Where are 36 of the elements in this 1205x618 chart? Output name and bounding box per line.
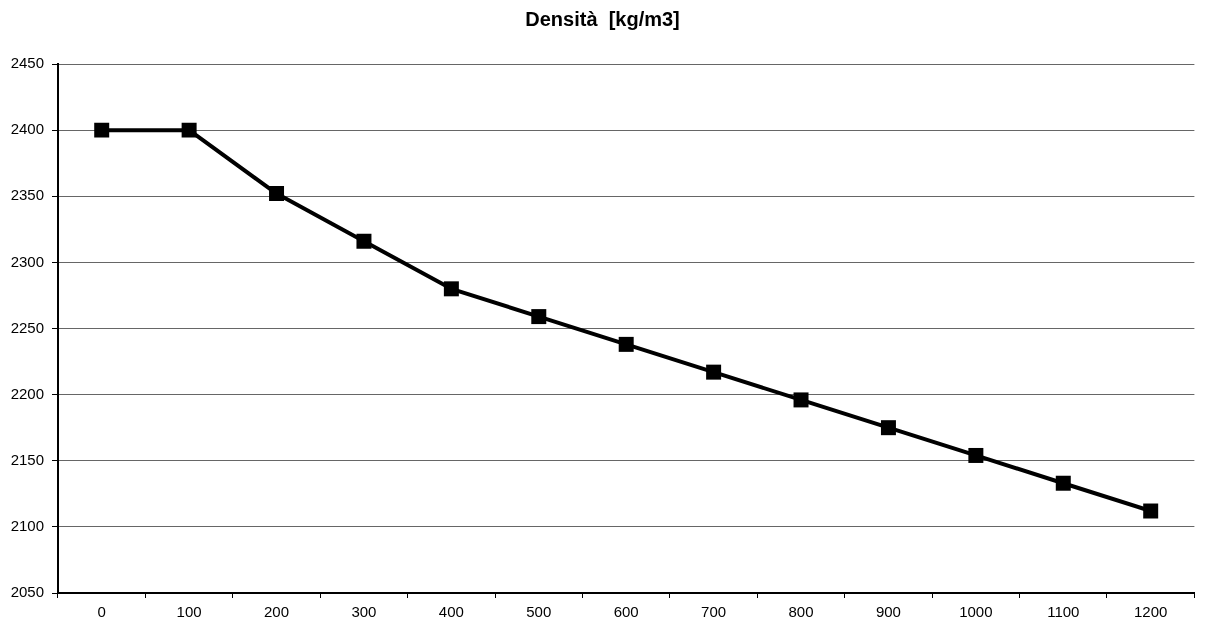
x-tick-label: 1000 [959, 603, 993, 618]
point [443, 281, 459, 297]
point [94, 122, 110, 138]
y-tick-label: 2400 [10, 120, 44, 138]
y-tick-label: 2050 [10, 583, 44, 601]
point [356, 233, 372, 249]
y-tick-label: 2150 [10, 450, 44, 468]
y-tick-label: 2100 [10, 517, 44, 535]
y-tick-label: 2450 [10, 54, 44, 72]
x-tick-label: 700 [701, 603, 727, 618]
point [793, 392, 809, 408]
point [968, 447, 984, 463]
x-tick-label: 1200 [1134, 603, 1168, 618]
y-tick-label: 2200 [10, 384, 44, 402]
x-tick-label: 0 [97, 603, 106, 618]
point [1055, 475, 1071, 491]
x-tick-label: 400 [438, 603, 464, 618]
x-tick-label: 300 [351, 603, 377, 618]
point [1143, 503, 1159, 519]
x-tick-label: 200 [264, 603, 290, 618]
x-tick-label: 500 [526, 603, 552, 618]
point [618, 336, 634, 352]
point [706, 364, 722, 380]
x-tick-label: 900 [875, 603, 901, 618]
x-tick-label: 100 [176, 603, 202, 618]
chart-title: Densità [kg/m3] [525, 7, 680, 30]
point [531, 309, 547, 325]
x-tick-label: 600 [613, 603, 639, 618]
y-tick-label: 2300 [10, 252, 44, 270]
y-tick-label: 2350 [10, 186, 44, 204]
point [880, 420, 896, 436]
x-tick-label: 800 [788, 603, 814, 618]
x-tick-label: 1100 [1047, 603, 1080, 618]
y-tick-label: 2250 [10, 318, 44, 336]
point [181, 122, 197, 138]
point [269, 186, 285, 202]
